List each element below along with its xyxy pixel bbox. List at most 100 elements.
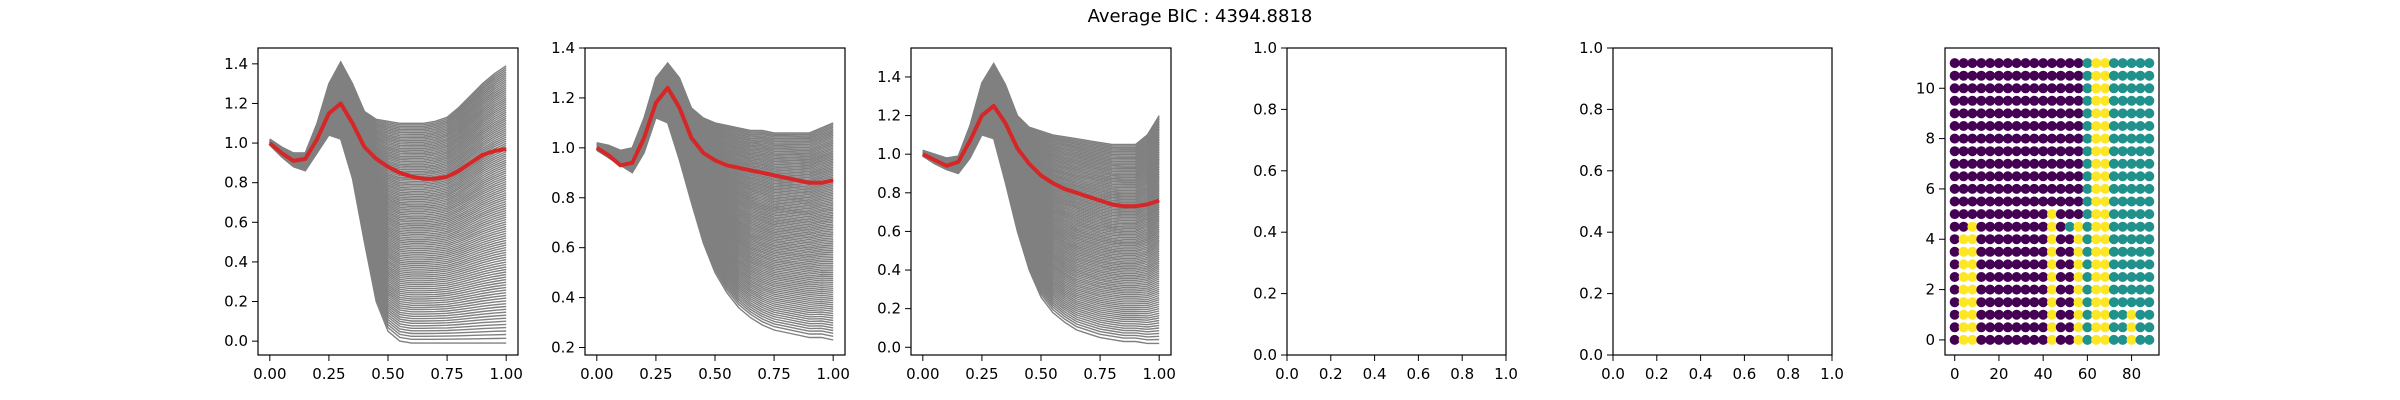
cluster-point bbox=[2073, 133, 2084, 144]
x-tick-label: 0.50 bbox=[698, 365, 731, 383]
cluster-point bbox=[2073, 322, 2084, 333]
cluster-point bbox=[2047, 234, 2057, 245]
cluster-point bbox=[2002, 196, 2013, 207]
cluster-point bbox=[2055, 322, 2066, 333]
cluster-point bbox=[2082, 108, 2093, 119]
cluster-point bbox=[2055, 196, 2066, 207]
cluster-point bbox=[2144, 259, 2155, 270]
cluster-point bbox=[2029, 70, 2040, 81]
cluster-point bbox=[2038, 196, 2049, 207]
cluster-point bbox=[1967, 322, 1978, 333]
cluster-point bbox=[2135, 272, 2146, 282]
cluster-point bbox=[2047, 108, 2057, 119]
cluster-point bbox=[2117, 70, 2128, 81]
cluster-point bbox=[2091, 83, 2102, 94]
cluster-point bbox=[2038, 58, 2049, 69]
cluster-point bbox=[2038, 234, 2049, 245]
cluster-point bbox=[2135, 322, 2146, 333]
cluster-point bbox=[2055, 309, 2066, 320]
cluster-point bbox=[2135, 309, 2146, 320]
cluster-point bbox=[2082, 70, 2093, 81]
cluster-point bbox=[2064, 146, 2075, 157]
cluster-point bbox=[2038, 171, 2049, 182]
cluster-point bbox=[2117, 171, 2128, 182]
cluster-point bbox=[1967, 183, 1978, 194]
cluster-point bbox=[1967, 284, 1978, 295]
cluster-point bbox=[2020, 58, 2031, 69]
cluster-point bbox=[2002, 272, 2013, 282]
cluster-point bbox=[2144, 272, 2155, 282]
cluster-point bbox=[2144, 309, 2155, 320]
cluster-point bbox=[2029, 83, 2040, 94]
cluster-point bbox=[2073, 83, 2084, 94]
cluster-point bbox=[1967, 58, 1978, 69]
cluster-point bbox=[2082, 284, 2093, 295]
cluster-point bbox=[2082, 183, 2093, 194]
cluster-point bbox=[2064, 221, 2075, 232]
cluster-point bbox=[2073, 259, 2084, 270]
cluster-point bbox=[2064, 334, 2075, 345]
cluster-point bbox=[2135, 259, 2146, 270]
cluster-point bbox=[2011, 171, 2022, 182]
cluster-point bbox=[2011, 309, 2022, 320]
cluster-point bbox=[2055, 209, 2066, 220]
cluster-point bbox=[2100, 146, 2111, 157]
cluster-point bbox=[2108, 272, 2119, 282]
cluster-point bbox=[2126, 121, 2137, 131]
x-tick-label: 0.2 bbox=[1645, 365, 1669, 383]
cluster-point bbox=[2055, 95, 2066, 106]
cluster-point bbox=[2082, 259, 2093, 270]
y-tick-label: 0.2 bbox=[1253, 285, 1277, 303]
cluster-point bbox=[2126, 196, 2137, 207]
cluster-point bbox=[2029, 221, 2040, 232]
cluster-point bbox=[2011, 272, 2022, 282]
cluster-point bbox=[2117, 108, 2128, 119]
gray-series-line bbox=[596, 61, 834, 152]
y-tick-label: 0.4 bbox=[877, 261, 901, 279]
cluster-point bbox=[1993, 221, 2004, 232]
cluster-point bbox=[1993, 158, 2004, 169]
cluster-point bbox=[2091, 234, 2102, 245]
cluster-point bbox=[2126, 284, 2137, 295]
cluster-point bbox=[2002, 297, 2013, 308]
cluster-point bbox=[2047, 83, 2057, 94]
cluster-point bbox=[2091, 309, 2102, 320]
cluster-point bbox=[1976, 171, 1987, 182]
cluster-point bbox=[2047, 196, 2057, 207]
cluster-point bbox=[2020, 183, 2031, 194]
cluster-point bbox=[1976, 259, 1987, 270]
cluster-point bbox=[2100, 322, 2111, 333]
cluster-point bbox=[2100, 259, 2111, 270]
cluster-point bbox=[1985, 334, 1996, 345]
cluster-point bbox=[2038, 209, 2049, 220]
cluster-point bbox=[1958, 158, 1969, 169]
cluster-point bbox=[2020, 209, 2031, 220]
cluster-point bbox=[2020, 133, 2031, 144]
cluster-point bbox=[2055, 259, 2066, 270]
cluster-point bbox=[1958, 309, 1969, 320]
cluster-point bbox=[1976, 334, 1987, 345]
y-tick-label: 0.0 bbox=[1253, 346, 1277, 364]
cluster-point bbox=[1976, 234, 1987, 245]
cluster-point bbox=[2055, 70, 2066, 81]
cluster-point bbox=[2038, 158, 2049, 169]
cluster-point bbox=[2126, 234, 2137, 245]
cluster-point bbox=[1949, 234, 1960, 245]
cluster-point bbox=[1976, 209, 1987, 220]
cluster-point bbox=[2091, 196, 2102, 207]
cluster-point bbox=[2073, 246, 2084, 257]
cluster-point bbox=[2100, 158, 2111, 169]
cluster-point bbox=[2126, 221, 2137, 232]
cluster-point bbox=[1976, 309, 1987, 320]
cluster-point bbox=[1993, 297, 2004, 308]
cluster-point bbox=[2144, 221, 2155, 232]
cluster-point bbox=[2100, 272, 2111, 282]
cluster-point bbox=[1993, 209, 2004, 220]
cluster-point bbox=[1967, 121, 1978, 131]
x-tick-label: 0.50 bbox=[1024, 365, 1057, 383]
cluster-point bbox=[2038, 146, 2049, 157]
cluster-point bbox=[1985, 309, 1996, 320]
cluster-point bbox=[2002, 259, 2013, 270]
cluster-point bbox=[1958, 95, 1969, 106]
cluster-point bbox=[2144, 171, 2155, 182]
